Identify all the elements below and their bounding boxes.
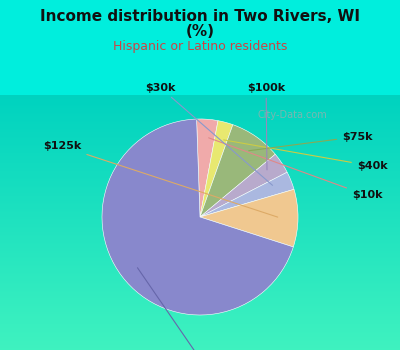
- Text: $100k: $100k: [247, 83, 285, 170]
- Text: $75k: $75k: [249, 132, 372, 151]
- Wedge shape: [200, 121, 233, 217]
- Wedge shape: [200, 172, 294, 217]
- Wedge shape: [196, 119, 218, 217]
- Text: (%): (%): [186, 25, 214, 40]
- Wedge shape: [200, 125, 275, 217]
- Text: $10k: $10k: [209, 138, 382, 201]
- Text: City-Data.com: City-Data.com: [257, 110, 327, 120]
- Text: $60k: $60k: [138, 268, 220, 350]
- Text: $125k: $125k: [43, 141, 278, 217]
- Text: $40k: $40k: [224, 140, 388, 171]
- Wedge shape: [200, 154, 287, 217]
- Wedge shape: [102, 119, 293, 315]
- Text: Hispanic or Latino residents: Hispanic or Latino residents: [113, 40, 287, 53]
- Text: Income distribution in Two Rivers, WI: Income distribution in Two Rivers, WI: [40, 9, 360, 24]
- Wedge shape: [200, 189, 298, 247]
- Text: $30k: $30k: [145, 83, 272, 186]
